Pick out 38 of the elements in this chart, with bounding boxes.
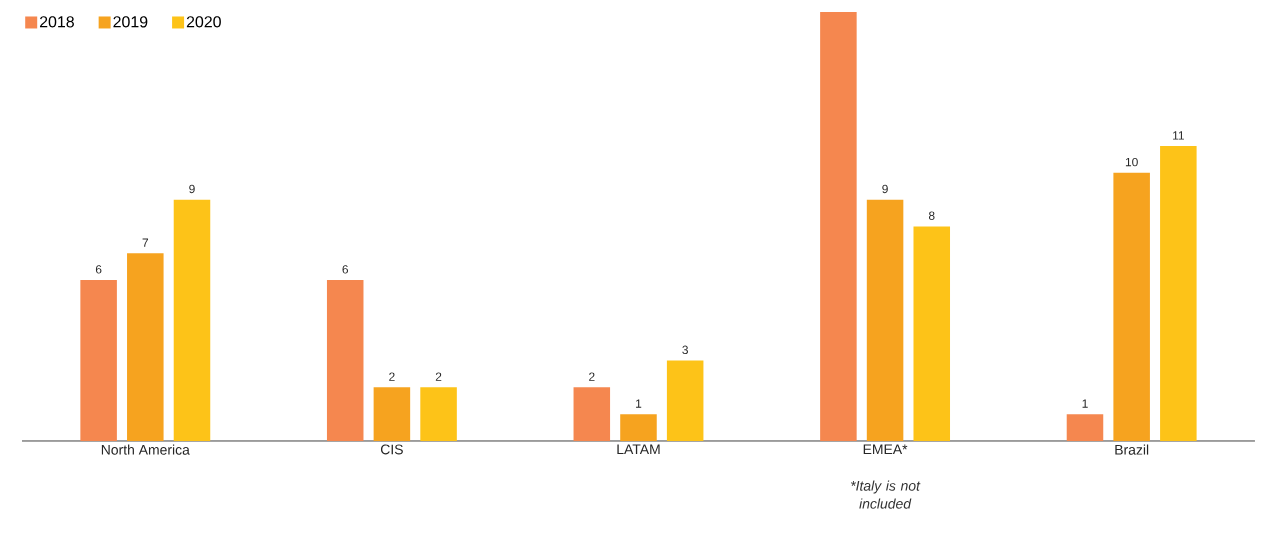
legend-label: 2018 <box>39 16 74 28</box>
legend-label: 2019 <box>113 16 148 28</box>
data-label: 10 <box>1125 157 1138 167</box>
x-tick-label: EMEA* <box>863 444 908 455</box>
x-tick-label: LATAM <box>617 444 660 455</box>
x-tick-label: CIS <box>380 444 403 455</box>
bar <box>326 280 364 441</box>
bar <box>80 280 117 441</box>
data-label: 8 <box>928 211 935 220</box>
bar <box>820 11 857 441</box>
bar <box>127 253 164 441</box>
bar <box>620 414 657 441</box>
bar <box>373 387 411 441</box>
data-label: 9 <box>882 184 888 194</box>
bar <box>573 387 611 441</box>
data-label: 9 <box>189 184 195 194</box>
bar <box>1113 172 1150 441</box>
data-label: 6 <box>95 265 102 274</box>
data-label: 2 <box>589 372 595 381</box>
text: *Italy is not included <box>851 480 921 509</box>
data-label: 1 <box>1082 399 1088 408</box>
data-label: 6 <box>342 265 349 274</box>
bar <box>1160 146 1197 441</box>
data-label: 7 <box>142 238 149 247</box>
legend-label: 2020 <box>186 16 221 28</box>
data-label: 11 <box>1173 131 1184 140</box>
bar <box>420 387 457 441</box>
x-tick-label: North America <box>101 444 190 455</box>
bar <box>866 199 904 441</box>
bar <box>666 360 704 441</box>
x-tick-label: Brazil <box>1115 444 1149 455</box>
bar <box>173 199 211 441</box>
data-label: 3 <box>682 345 688 355</box>
data-label: 2 <box>389 372 395 381</box>
bar <box>1066 414 1104 441</box>
data-label: 1 <box>636 399 642 408</box>
bar <box>913 226 951 441</box>
data-label: 2 <box>435 372 442 381</box>
